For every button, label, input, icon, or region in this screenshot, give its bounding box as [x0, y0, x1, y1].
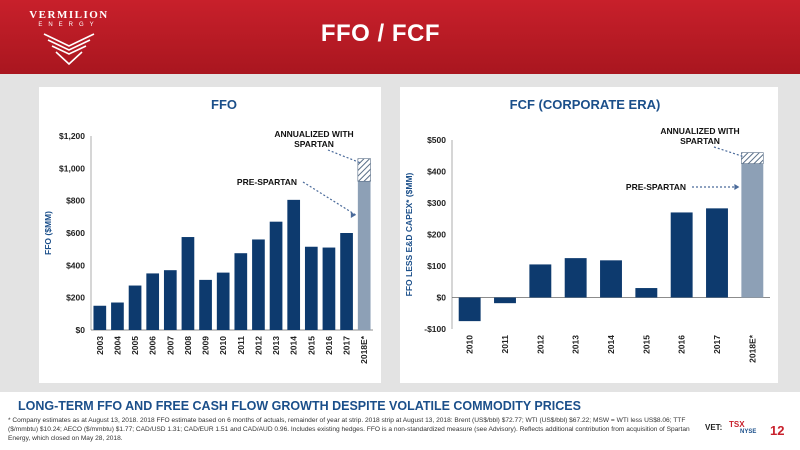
fcf-x-tick-label: 2010 — [465, 335, 475, 354]
ffo-bar — [181, 237, 195, 330]
ffo-pre-spartan-arrowhead — [350, 212, 356, 218]
fcf-annualized-bar — [741, 152, 764, 164]
fcf-y-tick-label: $500 — [427, 135, 446, 145]
ffo-bar — [322, 247, 336, 330]
ffo-bar — [93, 305, 107, 330]
ffo-y-tick-label: $200 — [66, 293, 85, 303]
ffo-bar — [287, 199, 301, 330]
ffo-bar — [357, 181, 371, 330]
fcf-y-tick-label: -$100 — [424, 324, 446, 334]
fcf-x-tick-label: 2015 — [641, 335, 651, 354]
fcf-y-tick-label: $100 — [427, 261, 446, 271]
fcf-x-tick-label: 2012 — [535, 335, 545, 354]
fcf-y-tick-label: $0 — [437, 293, 447, 303]
exchange-listing: VET: TSX NYSE — [705, 420, 761, 438]
ffo-annotation-annualized: ANNUALIZED WITH — [274, 129, 353, 139]
fcf-pre-spartan-arrowhead — [734, 184, 740, 190]
logo-chevron-icon — [43, 33, 95, 66]
ffo-bar — [216, 272, 230, 330]
ffo-bar — [304, 246, 318, 330]
fcf-y-tick-label: $300 — [427, 198, 446, 208]
fcf-bar — [741, 163, 764, 298]
fcf-x-tick-label: 2017 — [712, 335, 722, 354]
fcf-y-tick-label: $200 — [427, 230, 446, 240]
ffo-bar — [269, 221, 283, 330]
fcf-bar — [529, 264, 552, 298]
fcf-bar — [600, 260, 622, 298]
ffo-x-tick-label: 2013 — [271, 336, 281, 355]
fcf-x-tick-label: 2016 — [677, 335, 687, 354]
fcf-annualized-arrow — [713, 146, 744, 158]
ffo-annualized-arrow — [327, 149, 361, 164]
fcf-bar — [706, 208, 728, 298]
ffo-bar — [128, 285, 142, 330]
ffo-bar — [252, 239, 265, 330]
ffo-x-tick-label: 2012 — [253, 336, 263, 355]
tsx-logo: TSX — [729, 420, 745, 429]
ffo-pre-spartan-arrow — [302, 181, 357, 216]
ffo-x-tick-label: 2017 — [342, 336, 352, 355]
page-number: 12 — [770, 423, 785, 438]
fcf-x-tick-label: 2011 — [500, 335, 510, 354]
fcf-annotation-pre-spartan: PRE-SPARTAN — [626, 182, 686, 192]
fcf-x-tick-label: 2013 — [571, 335, 581, 354]
ffo-x-tick-label: 2005 — [130, 336, 140, 355]
fcf-bar — [458, 297, 481, 322]
ffo-x-tick-label: 2015 — [306, 336, 316, 355]
ffo-x-tick-label: 2004 — [112, 336, 122, 355]
fcf-bar — [494, 297, 516, 304]
ffo-x-tick-label: 2016 — [324, 336, 334, 355]
ffo-x-tick-label: 2011 — [236, 336, 246, 355]
ffo-x-tick-label: 2014 — [289, 336, 299, 355]
ffo-y-tick-label: $400 — [66, 260, 85, 270]
page-title: FFO / FCF — [320, 20, 440, 47]
nyse-logo: NYSE — [740, 429, 757, 435]
ffo-y-tick-label: $1,000 — [59, 163, 85, 173]
fcf-bar — [564, 258, 587, 298]
ffo-annualized-bar — [357, 158, 371, 182]
ffo-x-tick-label: 2008 — [183, 336, 193, 355]
bottom-headline: LONG-TERM FFO AND FREE CASH FLOW GROWTH … — [18, 399, 581, 413]
logo-name: VERMILION — [29, 9, 109, 21]
ffo-x-tick-label: 2007 — [165, 336, 175, 355]
ffo-y-tick-label: $600 — [66, 228, 85, 238]
fcf-bar — [635, 288, 658, 298]
fcf-annotation-annualized: ANNUALIZED WITH — [660, 126, 739, 136]
fcf-chart-panel: FCF (CORPORATE ERA) FFO LESS E&D CAPEX* (… — [400, 87, 778, 383]
ffo-bar — [111, 302, 124, 330]
ffo-chart: FFO FFO ($MM) $0 $200 $400 $600 $800 $1,000 $1,2… — [43, 97, 373, 364]
ffo-y-tick-label: $0 — [76, 325, 86, 335]
fcf-chart-title: FCF (CORPORATE ERA) — [510, 97, 661, 112]
ffo-annotation-annualized-line2: SPARTAN — [294, 139, 334, 149]
ffo-bar — [340, 233, 353, 330]
ffo-bar — [199, 279, 212, 330]
fcf-annotation-annualized-line2: SPARTAN — [680, 136, 720, 146]
ffo-chart-title: FFO — [211, 97, 237, 112]
ffo-x-tick-label: 2003 — [95, 336, 105, 355]
ticker-label: VET: — [705, 423, 723, 432]
header-bar: VERMILION ENERGY FFO / FCF — [0, 0, 800, 74]
ffo-x-tick-label: 2018E* — [359, 335, 369, 364]
footnote: * Company estimates as at August 13, 201… — [8, 417, 690, 442]
ffo-bar — [234, 253, 248, 330]
logo-subtitle: ENERGY — [38, 22, 100, 28]
ffo-bar — [163, 270, 177, 330]
fcf-y-axis-label: FFO LESS E&D CAPEX* ($MM) — [404, 172, 414, 296]
ffo-y-axis-label: FFO ($MM) — [43, 211, 53, 255]
ffo-y-tick-label: $800 — [66, 196, 85, 206]
fcf-x-tick-label: 2018E* — [747, 334, 757, 363]
ffo-bar — [146, 273, 160, 330]
fcf-y-tick-label: $400 — [427, 167, 446, 177]
fcf-x-tick-label: 2014 — [606, 335, 616, 354]
ffo-chart-panel: FFO FFO ($MM) $0 $200 $400 $600 $800 $1,000 $1,2… — [39, 87, 381, 383]
ffo-x-tick-label: 2006 — [148, 336, 158, 355]
ffo-x-tick-label: 2009 — [201, 336, 211, 355]
ffo-y-tick-label: $1,200 — [59, 131, 85, 141]
ffo-annotation-pre-spartan: PRE-SPARTAN — [237, 177, 297, 187]
fcf-bar — [670, 212, 693, 298]
ffo-x-tick-label: 2010 — [218, 336, 228, 355]
vermilion-logo: VERMILION ENERGY — [14, 0, 124, 74]
fcf-chart: FCF (CORPORATE ERA) FFO LESS E&D CAPEX* (… — [404, 97, 770, 363]
